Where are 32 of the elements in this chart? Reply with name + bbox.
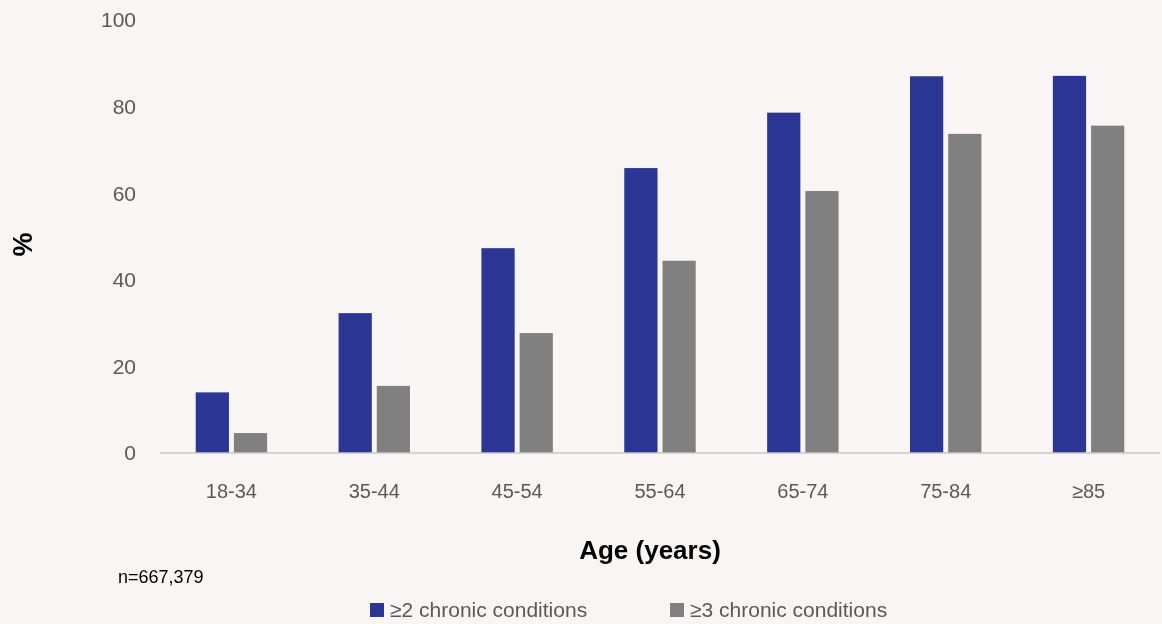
bar bbox=[195, 392, 229, 453]
bar bbox=[233, 433, 268, 453]
y-tick-label: 0 bbox=[124, 441, 136, 465]
x-tick-label: 75-84 bbox=[920, 480, 972, 502]
x-tick-label: 55-64 bbox=[634, 480, 686, 502]
bar bbox=[519, 333, 553, 453]
x-tick-label: 18-34 bbox=[205, 480, 258, 502]
y-tick-label: 40 bbox=[112, 268, 136, 292]
bar bbox=[805, 191, 839, 453]
bar bbox=[624, 168, 658, 453]
bar bbox=[376, 385, 410, 453]
y-tick-label: 20 bbox=[112, 354, 136, 378]
legend-label: ≥3 chronic conditions bbox=[690, 598, 888, 622]
x-tick-label: ≥85 bbox=[1071, 480, 1106, 502]
x-tick-label: 35-44 bbox=[348, 480, 400, 502]
bar bbox=[1091, 125, 1125, 453]
legend-label: ≥2 chronic conditions bbox=[390, 598, 588, 622]
bar bbox=[662, 260, 696, 453]
bar bbox=[338, 313, 372, 453]
text: n=667,379 bbox=[118, 567, 204, 588]
bar bbox=[910, 76, 944, 453]
bar bbox=[1052, 75, 1087, 453]
x-tick-label: 45-54 bbox=[491, 480, 543, 502]
y-tick-label: 100 bbox=[100, 8, 136, 32]
x-axis-title: Age (years) bbox=[579, 535, 721, 566]
y-tick-label: 80 bbox=[112, 94, 136, 118]
x-tick-label: 65-74 bbox=[777, 480, 829, 502]
bar bbox=[481, 248, 515, 453]
bar bbox=[948, 133, 982, 453]
y-tick-label: 60 bbox=[112, 181, 136, 205]
y-axis-title: % bbox=[8, 232, 38, 257]
bar bbox=[767, 112, 801, 453]
